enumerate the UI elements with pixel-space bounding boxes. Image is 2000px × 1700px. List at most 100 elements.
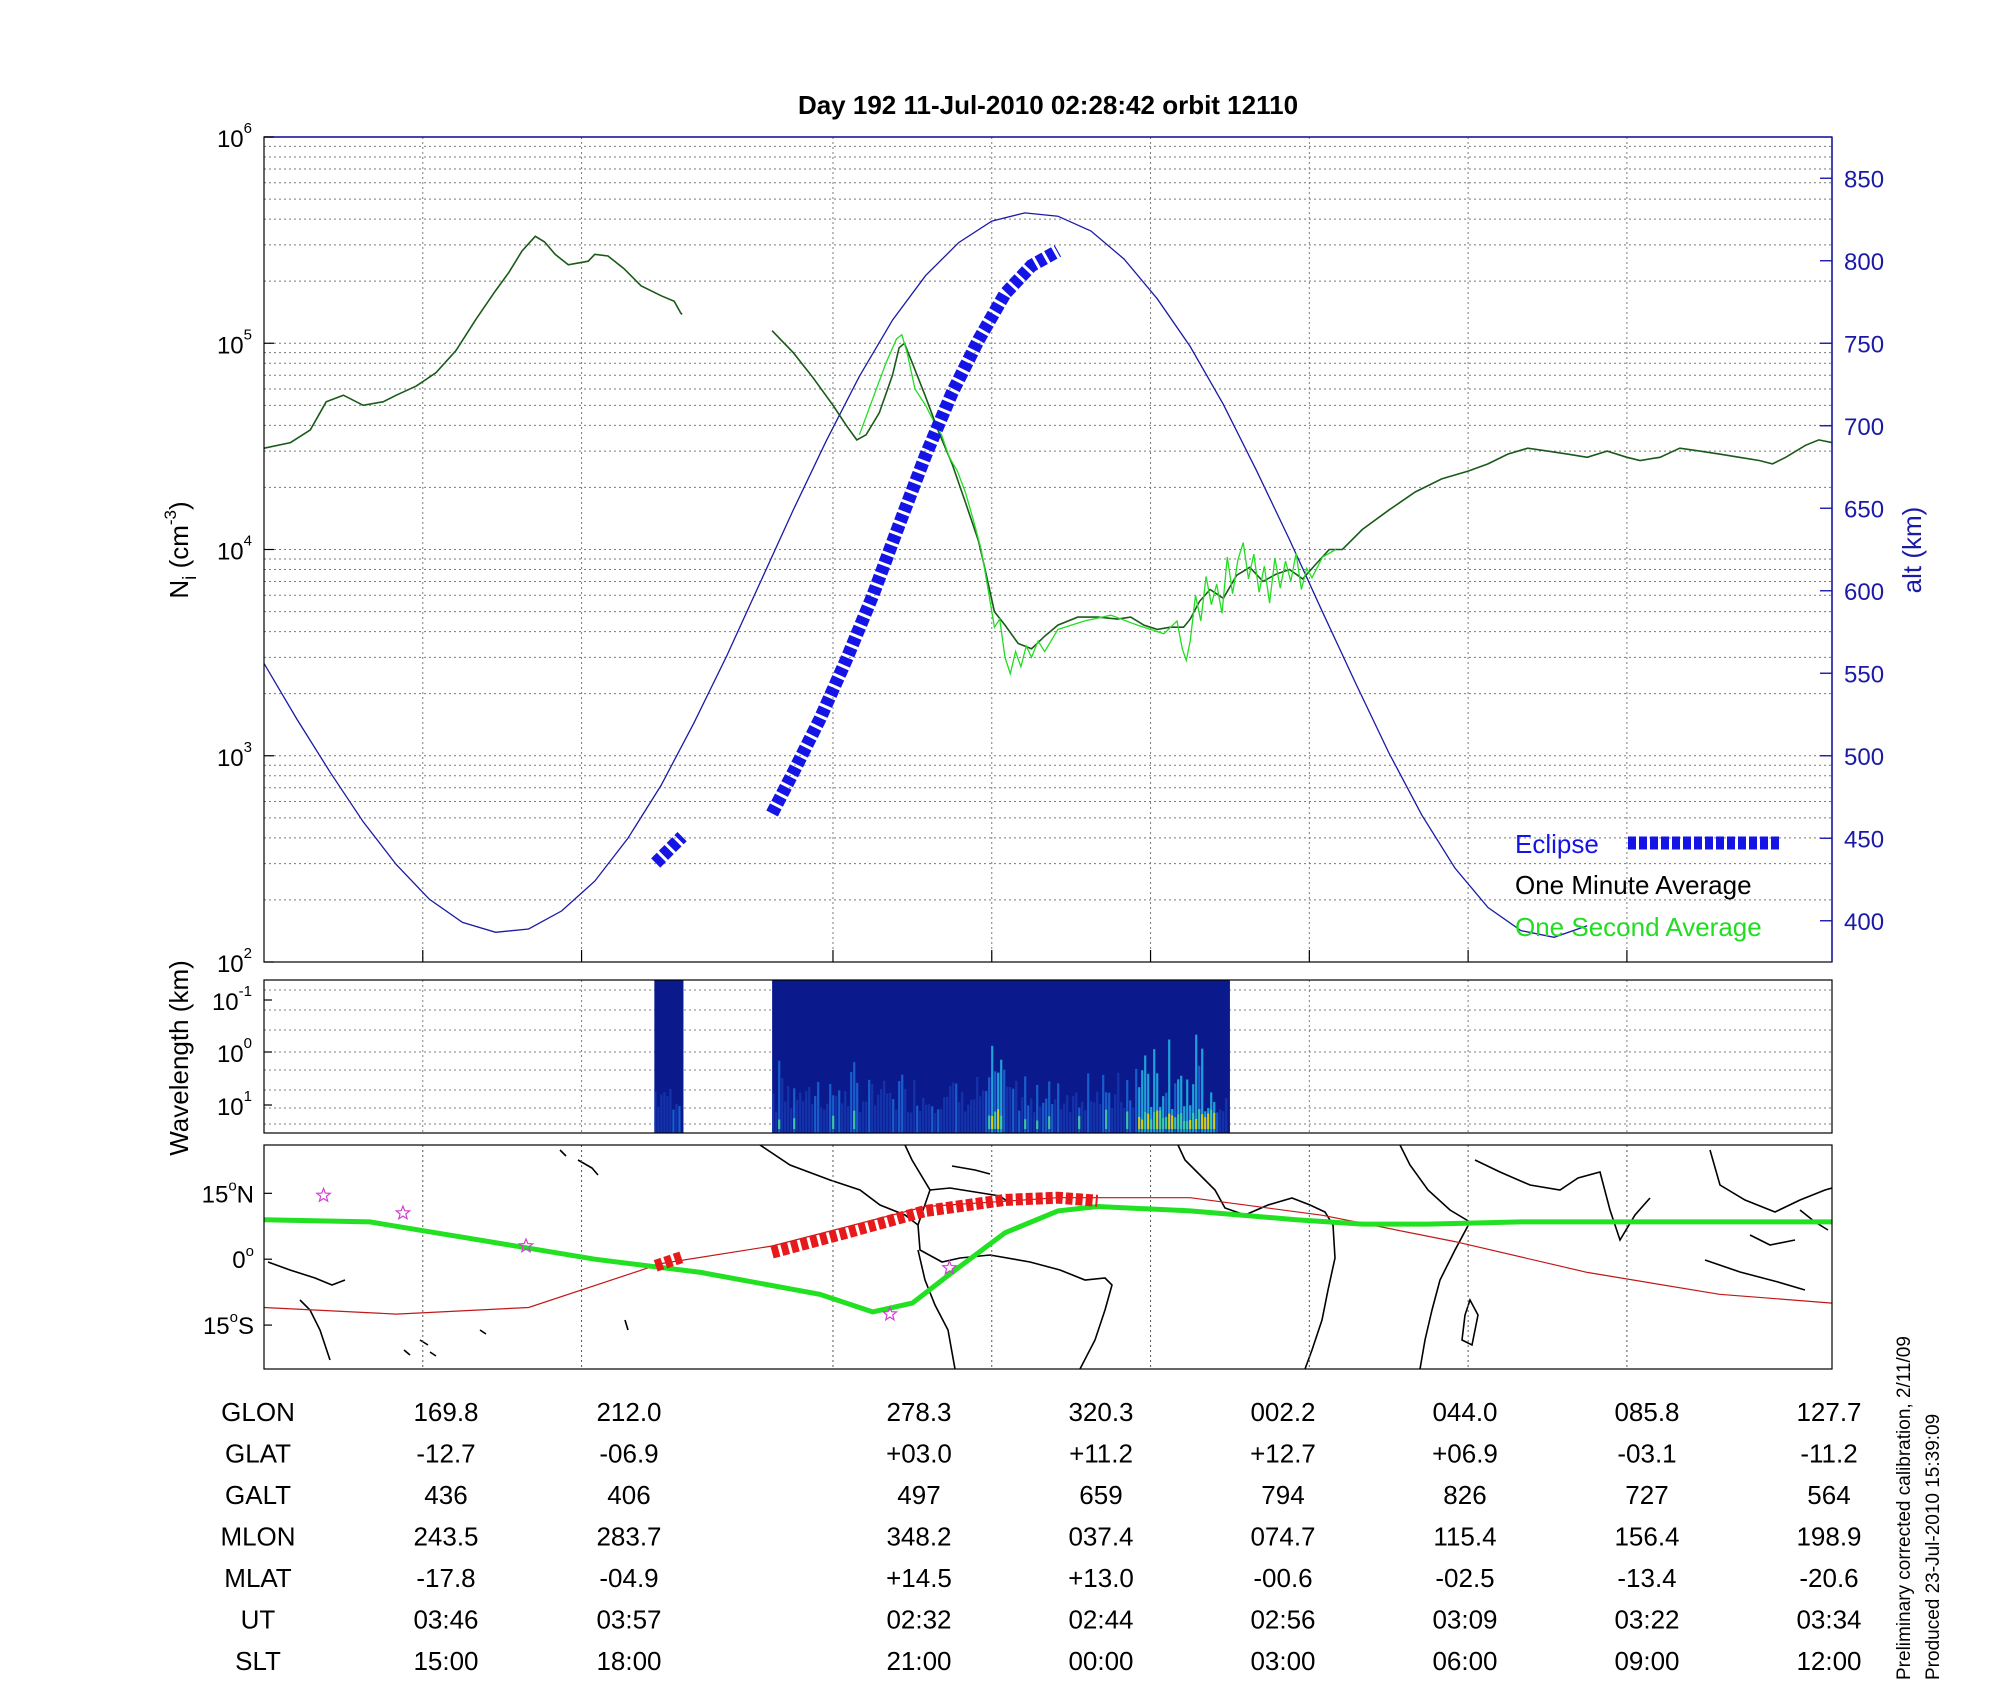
spectrogram-column bbox=[1042, 1102, 1045, 1133]
spectrogram-column bbox=[1144, 1055, 1147, 1133]
spectrogram-column bbox=[1009, 1086, 1012, 1133]
spectrogram-column bbox=[654, 1091, 657, 1133]
spectrogram-hot bbox=[1180, 1113, 1183, 1129]
coast-caribbean bbox=[929, 1165, 1013, 1206]
table-cell: -12.7 bbox=[416, 1439, 475, 1469]
y-tick-label-left: 106 bbox=[217, 120, 252, 153]
spectrogram-column bbox=[784, 1101, 787, 1133]
spectrogram-column bbox=[1072, 1095, 1075, 1133]
spectrogram-column bbox=[835, 1096, 838, 1133]
coast-australia bbox=[299, 1299, 331, 1361]
spectrogram-column bbox=[1177, 1079, 1180, 1133]
spectrogram-column bbox=[1012, 1088, 1015, 1133]
spectrogram-column bbox=[778, 1060, 781, 1133]
spectrogram-column bbox=[976, 1076, 979, 1133]
spectrogram-column bbox=[892, 1099, 895, 1133]
spectrogram-hot bbox=[1213, 1112, 1216, 1129]
legend-minute-label: One Minute Average bbox=[1515, 870, 1752, 900]
table-cell: 21:00 bbox=[886, 1646, 951, 1676]
map-y-tick-label: 0o bbox=[232, 1243, 254, 1274]
spectrogram-column bbox=[1111, 1107, 1114, 1133]
spectrogram-column bbox=[991, 1045, 994, 1133]
spectrogram-column bbox=[871, 1083, 874, 1133]
spectrogram-y-label: Wavelength (km) bbox=[164, 960, 194, 1156]
spectrogram-column bbox=[1183, 1106, 1186, 1133]
map-panel: 15oN 0o 15oS bbox=[202, 1144, 1833, 1370]
spectrogram-column bbox=[802, 1101, 805, 1133]
eclipse-track bbox=[651, 832, 687, 868]
map-y-tick-label: 15oN bbox=[202, 1177, 254, 1208]
spectrogram-column bbox=[1069, 1112, 1072, 1133]
y-tick-label-right: 700 bbox=[1844, 414, 1884, 441]
table-cell: 659 bbox=[1079, 1480, 1122, 1510]
table-cell: +13.0 bbox=[1068, 1563, 1134, 1593]
density-minute-series bbox=[264, 235, 1832, 650]
spectrogram-column bbox=[660, 1094, 663, 1133]
station-star-icon bbox=[517, 1237, 535, 1254]
chart-title: Day 192 11-Jul-2010 02:28:42 orbit 12110 bbox=[798, 90, 1298, 120]
spectrogram-column bbox=[1021, 1097, 1024, 1133]
spectrogram-column bbox=[1036, 1084, 1039, 1133]
table-cell: 727 bbox=[1625, 1480, 1668, 1510]
table-cell: 169.8 bbox=[413, 1397, 478, 1427]
spectrogram-column bbox=[844, 1091, 847, 1133]
eclipse-track bbox=[766, 245, 1062, 817]
spectrogram-hot bbox=[1162, 1118, 1165, 1129]
spectrogram-column bbox=[817, 1081, 820, 1133]
spectrogram-hot bbox=[1177, 1114, 1180, 1129]
spectrogram-column bbox=[781, 1078, 784, 1133]
spectrogram-hot bbox=[1078, 1116, 1081, 1129]
spectrogram-column bbox=[1087, 1073, 1090, 1133]
spectrogram-column bbox=[985, 1090, 988, 1133]
station-star-icon bbox=[941, 1259, 958, 1275]
station-star-icon bbox=[315, 1186, 332, 1203]
spectrogram-hot bbox=[997, 1109, 1000, 1129]
spectrogram-column bbox=[841, 1103, 844, 1133]
table-cell: 03:57 bbox=[596, 1605, 661, 1635]
spectrogram-column bbox=[669, 1088, 672, 1133]
spectrogram-column bbox=[1006, 1086, 1009, 1133]
spectrogram-column bbox=[1132, 1107, 1135, 1133]
table-cell: -06.9 bbox=[599, 1439, 658, 1469]
spectrogram-column bbox=[886, 1093, 889, 1133]
table-cell: 127.7 bbox=[1796, 1397, 1861, 1427]
table-cell: -13.4 bbox=[1617, 1563, 1676, 1593]
density-second-line bbox=[858, 333, 1337, 677]
spectrogram-hot bbox=[1186, 1120, 1189, 1129]
spectrogram-hot bbox=[1144, 1112, 1147, 1129]
coast-southeast-asia bbox=[1709, 1149, 1832, 1213]
table-cell: 09:00 bbox=[1614, 1646, 1679, 1676]
spectrogram-column bbox=[1153, 1049, 1156, 1133]
spectrogram-hot bbox=[1147, 1113, 1150, 1129]
spectrogram-frame bbox=[263, 979, 1833, 1134]
spectrogram-hot bbox=[991, 1116, 994, 1129]
spectrogram-column bbox=[1030, 1098, 1033, 1133]
table-cell: 02:32 bbox=[886, 1605, 951, 1635]
spectrogram-column bbox=[901, 1074, 904, 1133]
spectrogram-column bbox=[1033, 1112, 1036, 1133]
magnetic-equator-line bbox=[264, 1203, 1832, 1315]
table-row-label: SLT bbox=[235, 1646, 281, 1676]
coast-new-guinea bbox=[267, 1261, 346, 1286]
spectrogram-column bbox=[859, 1112, 862, 1133]
density-panel: 102 103 104 105 106 400 450 500 550 600 650 700 750… bbox=[161, 120, 1927, 978]
coast-africa-east bbox=[1399, 1145, 1472, 1369]
spectrogram-hot bbox=[1165, 1116, 1168, 1129]
spectrogram-column bbox=[973, 1099, 976, 1133]
y-tick-label-right: 750 bbox=[1844, 331, 1884, 358]
table-cell: 03:22 bbox=[1614, 1605, 1679, 1635]
spectrogram-column bbox=[913, 1079, 916, 1133]
table-cell: 243.5 bbox=[413, 1522, 478, 1552]
spectrogram-hot bbox=[994, 1111, 997, 1129]
coast-arabia-india bbox=[1474, 1159, 1651, 1242]
spectrogram-column bbox=[1114, 1094, 1117, 1133]
y-tick-label-right: 450 bbox=[1844, 826, 1884, 853]
spectrogram-hot bbox=[1141, 1119, 1144, 1129]
table-cell: 03:46 bbox=[413, 1605, 478, 1635]
spectrogram-column bbox=[1141, 1070, 1144, 1133]
spectrogram-column bbox=[1060, 1109, 1063, 1133]
spectrogram-column bbox=[1195, 1034, 1198, 1133]
spectrogram-column bbox=[1075, 1092, 1078, 1133]
coast-madagascar bbox=[1461, 1297, 1479, 1347]
coast-south-america-west bbox=[917, 1249, 956, 1369]
